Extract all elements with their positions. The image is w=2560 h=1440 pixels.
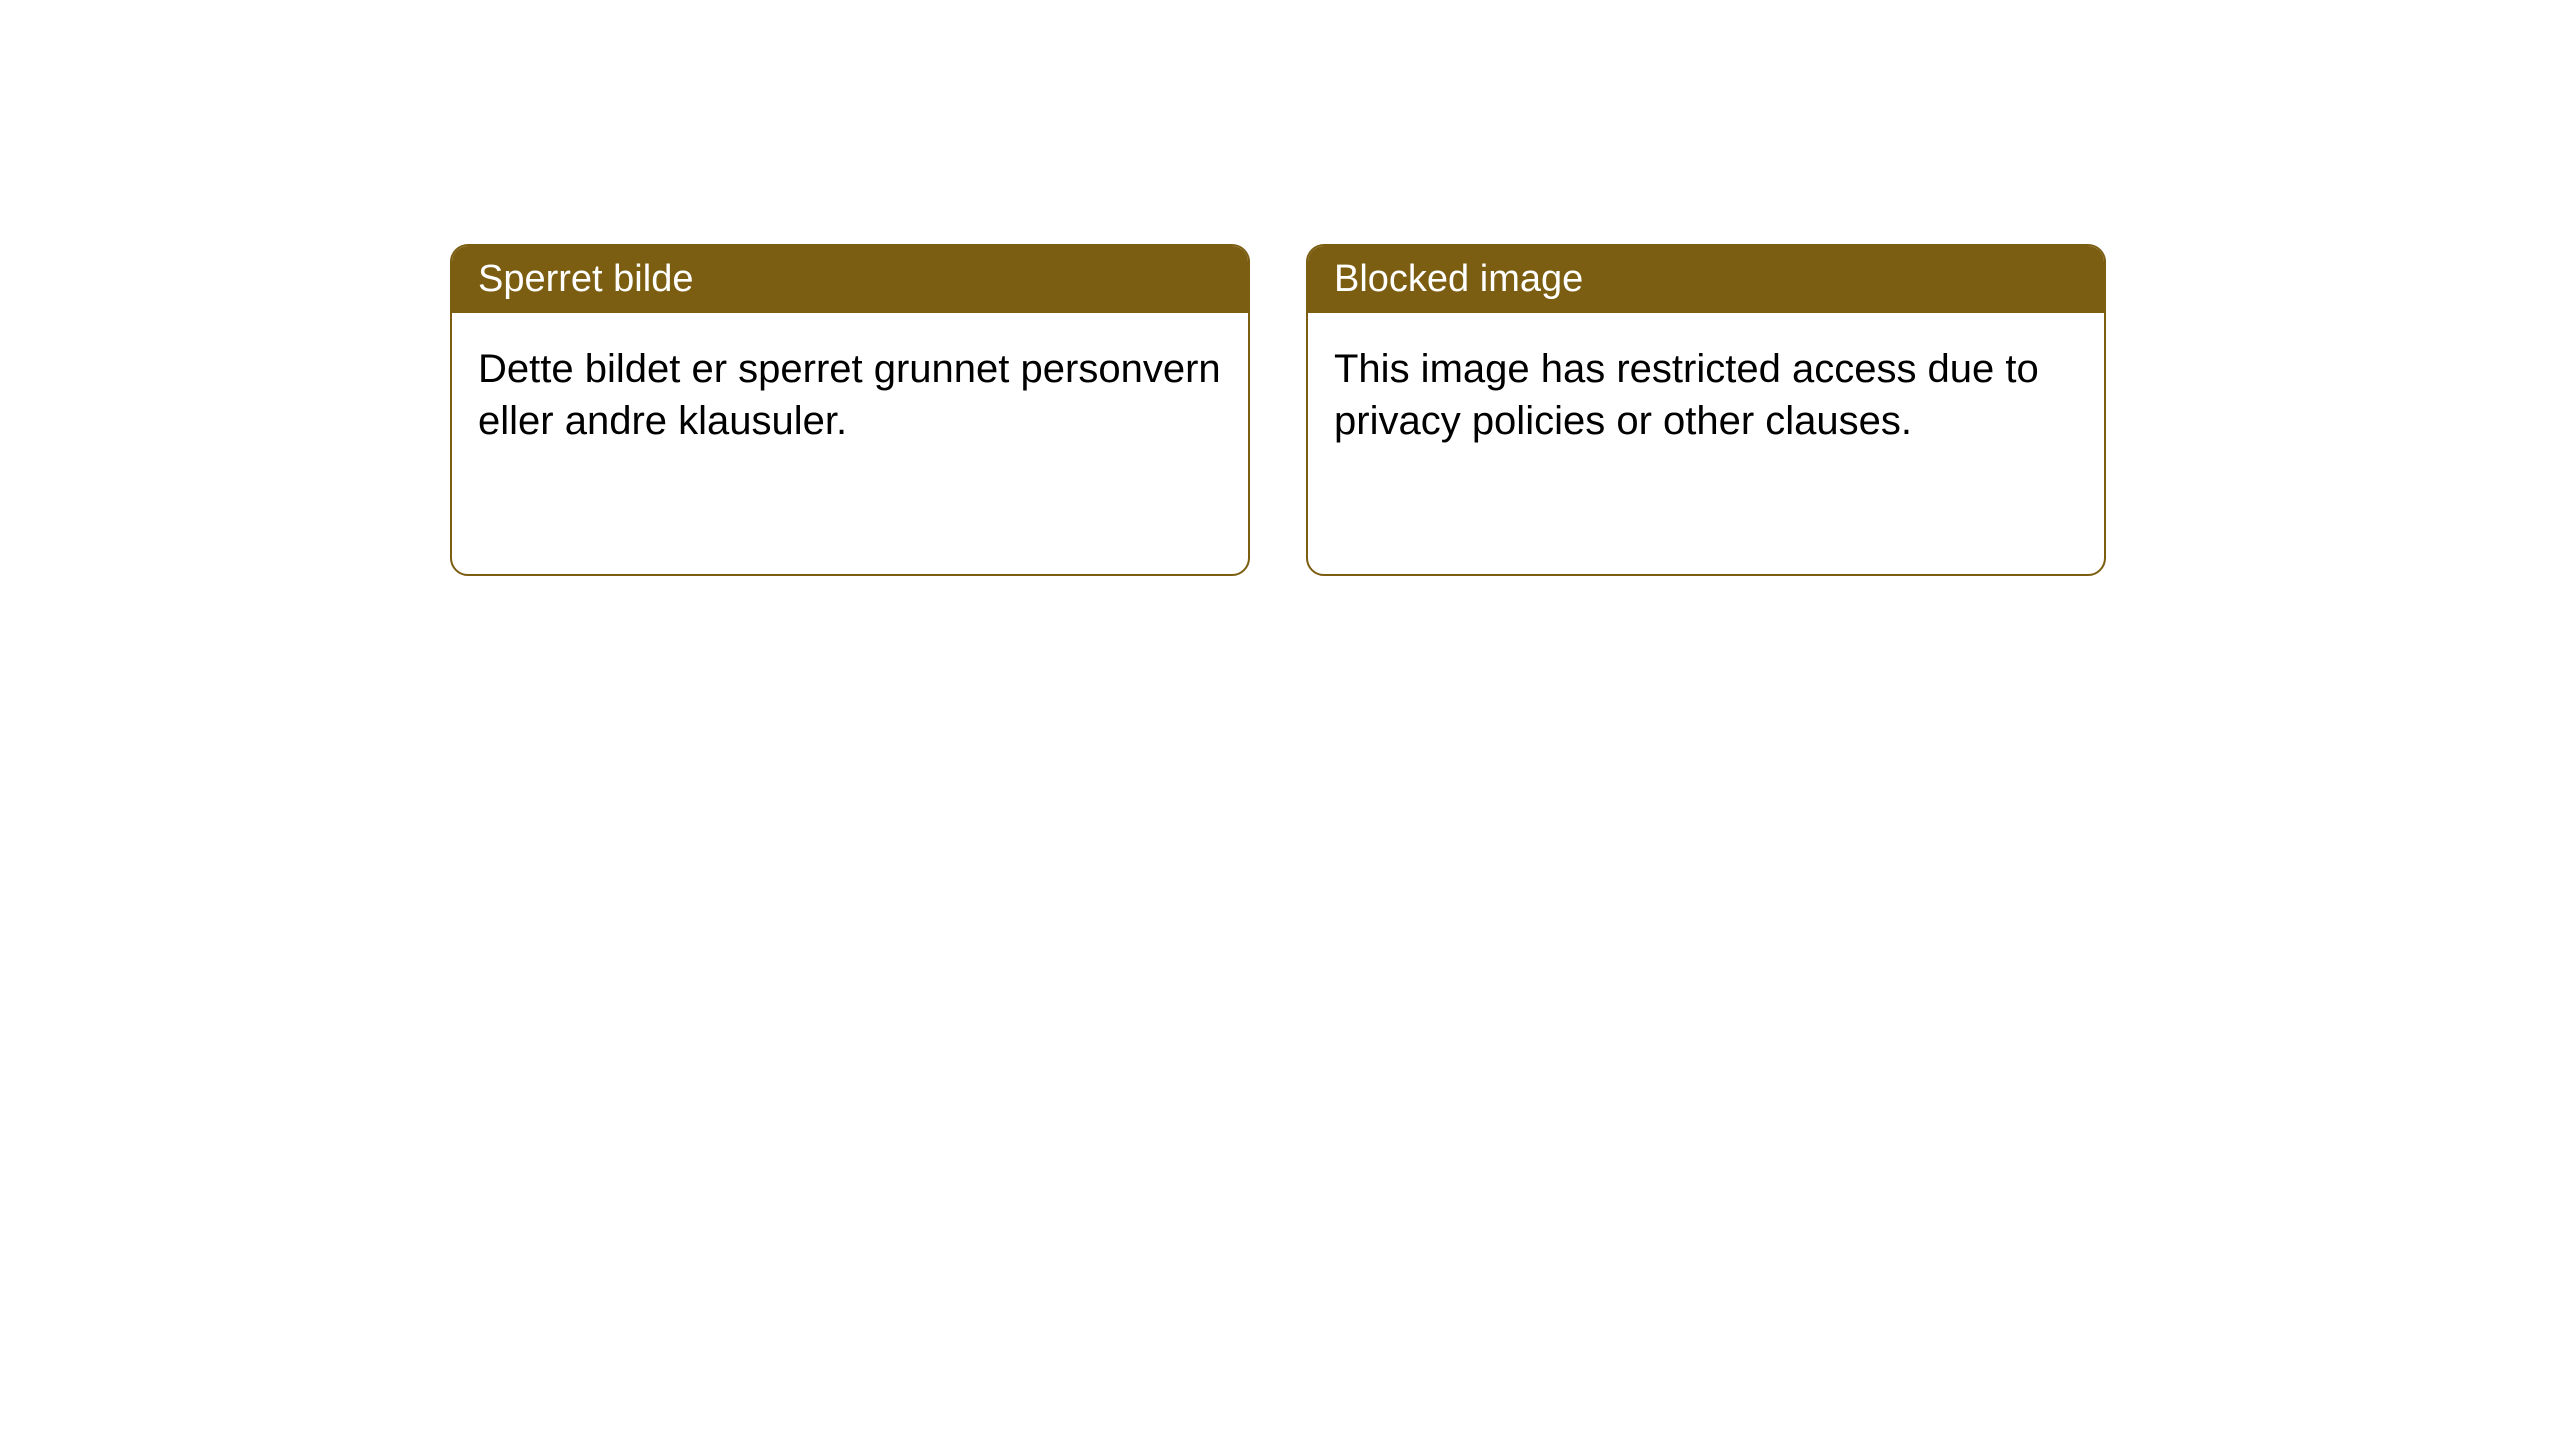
notice-message: Dette bildet er sperret grunnet personve… — [478, 347, 1221, 443]
notice-container: Sperret bilde Dette bildet er sperret gr… — [450, 244, 2106, 576]
notice-body: This image has restricted access due to … — [1308, 313, 2104, 477]
notice-card-english: Blocked image This image has restricted … — [1306, 244, 2106, 576]
notice-body: Dette bildet er sperret grunnet personve… — [452, 313, 1248, 477]
notice-card-norwegian: Sperret bilde Dette bildet er sperret gr… — [450, 244, 1250, 576]
notice-header: Sperret bilde — [452, 246, 1248, 313]
notice-header: Blocked image — [1308, 246, 2104, 313]
notice-title: Blocked image — [1334, 258, 1583, 300]
notice-title: Sperret bilde — [478, 258, 693, 300]
notice-message: This image has restricted access due to … — [1334, 347, 2039, 443]
